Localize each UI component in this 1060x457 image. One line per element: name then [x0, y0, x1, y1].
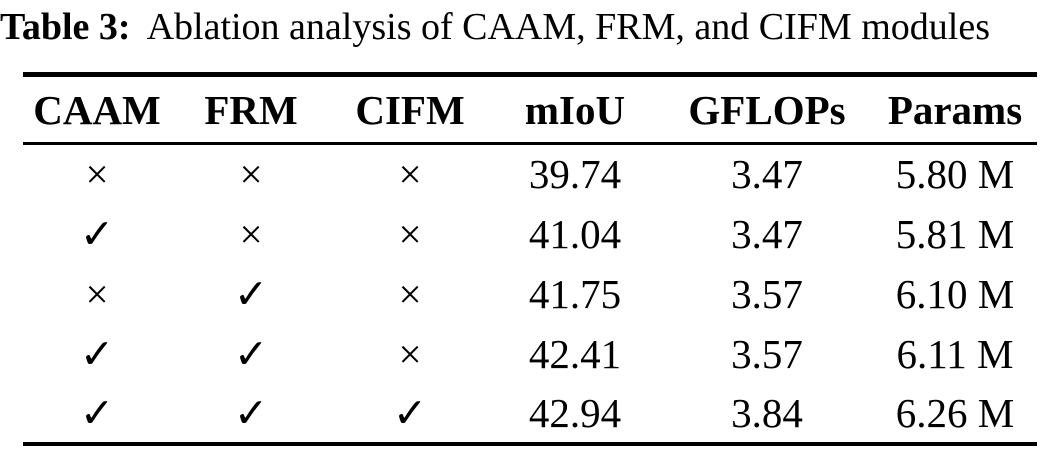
col-header-frm: FRM: [204, 86, 298, 133]
gflops-value: 3.47: [731, 151, 803, 198]
gflops-value: 3.47: [731, 210, 803, 257]
params-value: 6.10 M: [895, 270, 1015, 317]
miou-value: 39.74: [528, 151, 622, 198]
table-row: ✓ ✓ × 42.41 3.57 6.11 M: [23, 324, 1037, 384]
frm-mark: ✓: [233, 330, 269, 377]
miou-value: 42.94: [528, 389, 622, 436]
caam-mark: ✓: [79, 210, 115, 257]
frm-mark: ✓: [233, 389, 269, 436]
header-row: CAAM FRM CIFM mIoU GFLOPs Params: [23, 75, 1037, 144]
frm-mark: ×: [239, 210, 263, 257]
table-caption-label: Table 3:: [0, 6, 131, 48]
cifm-mark: ×: [398, 151, 422, 198]
cifm-mark: ×: [398, 210, 422, 257]
col-header-miou: mIoU: [524, 86, 626, 133]
miou-value: 42.41: [528, 330, 622, 377]
cifm-mark: ✓: [392, 389, 428, 436]
caam-mark: ✓: [79, 389, 115, 436]
table-row: ✓ × × 41.04 3.47 5.81 M: [23, 204, 1037, 264]
col-header-gflops: GFLOPs: [688, 86, 846, 133]
gflops-value: 3.57: [731, 330, 803, 377]
caam-mark: ×: [85, 270, 109, 317]
caam-mark: ✓: [79, 330, 115, 377]
miou-value: 41.75: [528, 270, 622, 317]
col-header-cifm: CIFM: [355, 86, 465, 133]
ablation-table: CAAM FRM CIFM mIoU GFLOPs Params × × × 3…: [23, 72, 1037, 446]
frm-mark: ×: [239, 151, 263, 198]
col-header-params: Params: [887, 86, 1023, 133]
table-row: × × × 39.74 3.47 5.80 M: [23, 144, 1037, 204]
cifm-mark: ×: [398, 330, 422, 377]
cifm-mark: ×: [398, 270, 422, 317]
table-row: × ✓ × 41.75 3.57 6.10 M: [23, 264, 1037, 324]
params-value: 6.11 M: [896, 330, 1014, 377]
gflops-value: 3.84: [731, 389, 803, 436]
caam-mark: ×: [85, 151, 109, 198]
table-caption: Table 3: Ablation analysis of CAAM, FRM, …: [0, 5, 1060, 49]
table-caption-text: Ablation analysis of CAAM, FRM, and CIFM…: [146, 6, 990, 48]
col-header-caam: CAAM: [33, 86, 161, 133]
gflops-value: 3.57: [731, 270, 803, 317]
table-row: ✓ ✓ ✓ 42.94 3.84 6.26 M: [23, 384, 1037, 444]
miou-value: 41.04: [528, 210, 622, 257]
params-value: 5.80 M: [895, 151, 1015, 198]
frm-mark: ✓: [233, 270, 269, 317]
params-value: 5.81 M: [895, 210, 1015, 257]
params-value: 6.26 M: [895, 389, 1015, 436]
